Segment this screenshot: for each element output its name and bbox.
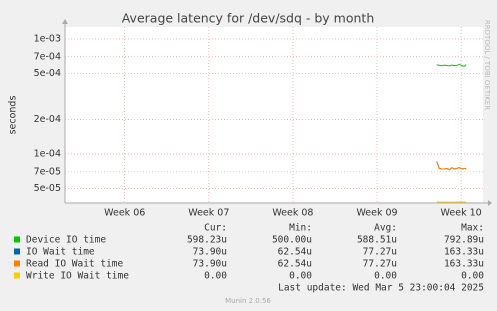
legend-swatch [14, 272, 20, 279]
x-tick-label: Week 09 [356, 208, 397, 219]
y-axis-label: seconds [8, 96, 19, 135]
legend-value: 792.89u [444, 235, 484, 246]
legend-value: 73.90u [193, 259, 227, 270]
legend-value: 163.33u [444, 247, 484, 258]
legend-value: 62.54u [278, 247, 312, 258]
y-tick-label: 5e-05 [34, 183, 61, 194]
legend-value: 0.00 [374, 271, 397, 282]
legend-header: Max: [461, 223, 484, 234]
series-line [436, 63, 467, 67]
legend-value: 0.00 [289, 271, 312, 282]
legend-label: Device IO time [26, 235, 106, 246]
footer: Munin 2.0.56 [225, 297, 271, 305]
legend-value: 62.54u [278, 259, 312, 270]
legend-label: Write IO Wait time [26, 271, 129, 282]
y-tick-label: 5e-04 [34, 68, 61, 79]
series-line [436, 161, 467, 171]
legend-label: Read IO Wait time [26, 259, 124, 270]
x-tick-label: Week 08 [272, 208, 313, 219]
side-text: RRDTOOL / TOBI OETIKER [483, 20, 491, 110]
y-tick-label: 7e-04 [34, 51, 61, 62]
x-arrow [488, 200, 492, 206]
x-tick-label: Week 07 [188, 208, 229, 219]
legend-swatch [14, 236, 20, 243]
x-tick-label: Week 10 [441, 208, 482, 219]
plot-area [65, 27, 483, 203]
legend-value: 588.51u [357, 235, 397, 246]
chart-title: Average latency for /dev/sdq - by month [122, 11, 375, 26]
x-tick-label: Week 06 [104, 208, 145, 219]
legend-value: 0.00 [461, 271, 484, 282]
legend-value: 598.23u [187, 235, 227, 246]
y-tick-label: 1e-04 [34, 148, 61, 159]
legend-value: 163.33u [444, 259, 484, 270]
legend-header: Min: [289, 223, 312, 234]
y-tick-label: 1e-03 [34, 33, 61, 44]
legend-label: IO Wait time [26, 247, 95, 258]
legend-header: Cur: [204, 223, 227, 234]
legend-swatch [14, 248, 20, 255]
y-tick-label: 2e-04 [34, 114, 61, 125]
legend-swatch [14, 260, 20, 267]
legend-value: 77.27u [363, 247, 397, 258]
legend-value: 0.00 [204, 271, 227, 282]
legend-value: 77.27u [363, 259, 397, 270]
legend-header: Avg: [374, 223, 397, 234]
legend-value: 500.00u [272, 235, 312, 246]
legend-value: 73.90u [193, 247, 227, 258]
last-update: Last update: Wed Mar 5 23:00:04 2025 [278, 283, 484, 294]
y-arrow [62, 19, 68, 24]
y-tick-label: 7e-05 [34, 166, 61, 177]
